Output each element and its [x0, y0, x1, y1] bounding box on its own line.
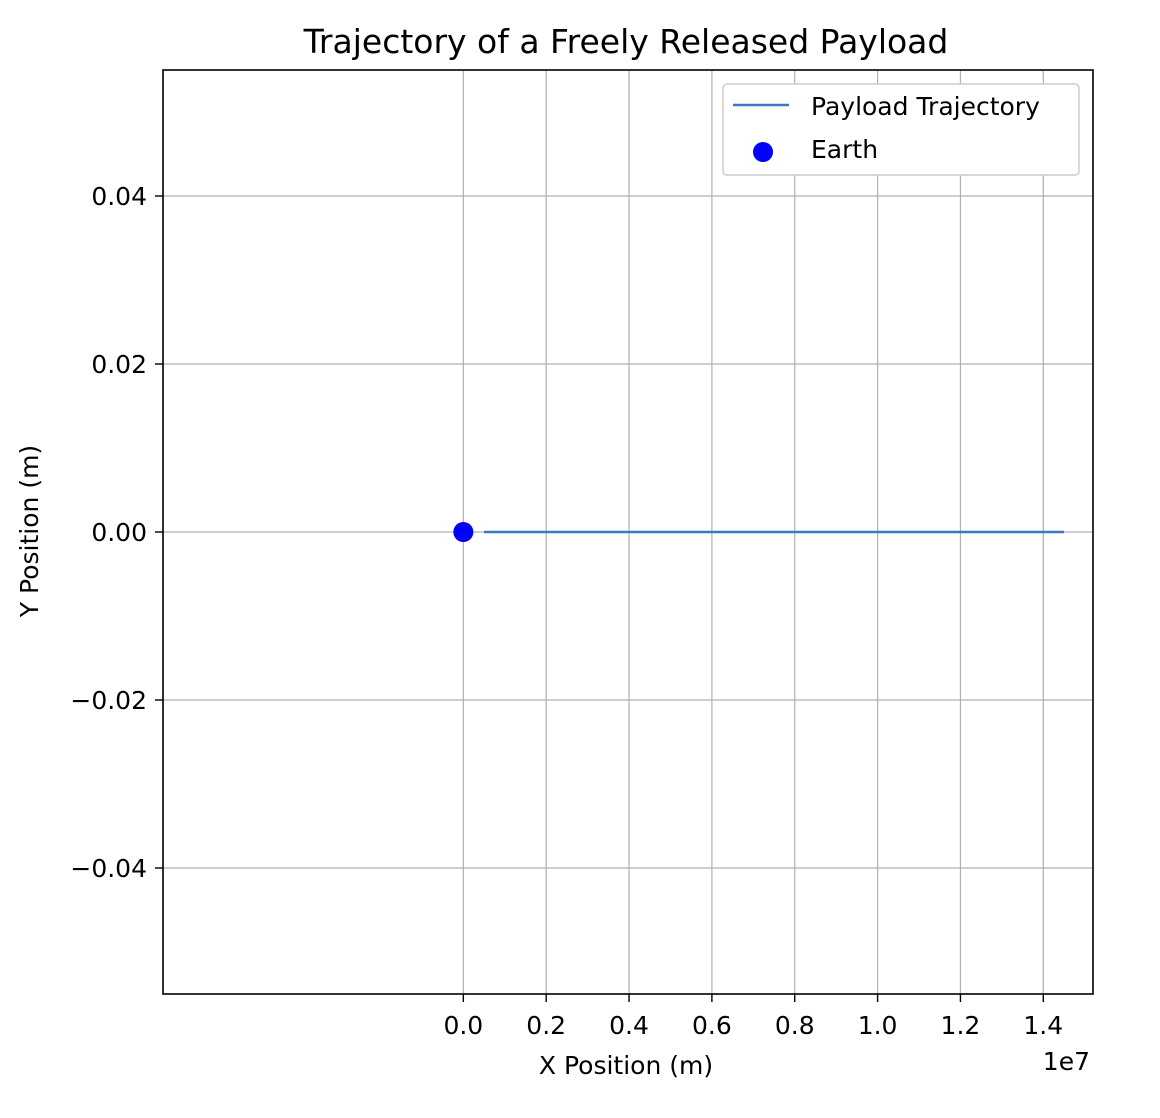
- y-tick-label: 0.02: [91, 350, 147, 379]
- x-tick-label: 1.4: [1023, 1011, 1063, 1040]
- x-tick-label: 1.0: [858, 1011, 898, 1040]
- legend-label-earth: Earth: [811, 135, 878, 164]
- x-axis-offset-label: 1e7: [1043, 1047, 1090, 1076]
- y-tick-label: −0.04: [70, 854, 147, 883]
- x-tick-label: 0.2: [526, 1011, 566, 1040]
- x-tick-label: 0.6: [692, 1011, 732, 1040]
- x-tick-label: 1.2: [941, 1011, 981, 1040]
- y-axis-label: Y Position (m): [15, 445, 44, 618]
- y-tick-label: 0.00: [91, 518, 147, 547]
- legend: Payload Trajectory Earth: [722, 83, 1080, 176]
- ticks: 0.0 0.2 0.4 0.6 0.8 1.0 1.2 1.4 −0.04 −0.02 0.00 0.…: [70, 182, 1063, 1040]
- legend-label-trajectory: Payload Trajectory: [811, 92, 1040, 121]
- x-tick-label: 0.4: [609, 1011, 649, 1040]
- series-layer: [453, 522, 1065, 542]
- y-tick-label: −0.02: [70, 686, 147, 715]
- x-axis-label: X Position (m): [539, 1051, 713, 1080]
- chart-title: Trajectory of a Freely Released Payload: [303, 22, 949, 61]
- legend-marker-swatch: [753, 142, 773, 162]
- y-tick-label: 0.04: [91, 182, 147, 211]
- x-tick-label: 0.8: [775, 1011, 815, 1040]
- legend-box: [722, 83, 1080, 176]
- series-point-earth: [453, 522, 474, 542]
- x-tick-label: 0.0: [443, 1011, 483, 1040]
